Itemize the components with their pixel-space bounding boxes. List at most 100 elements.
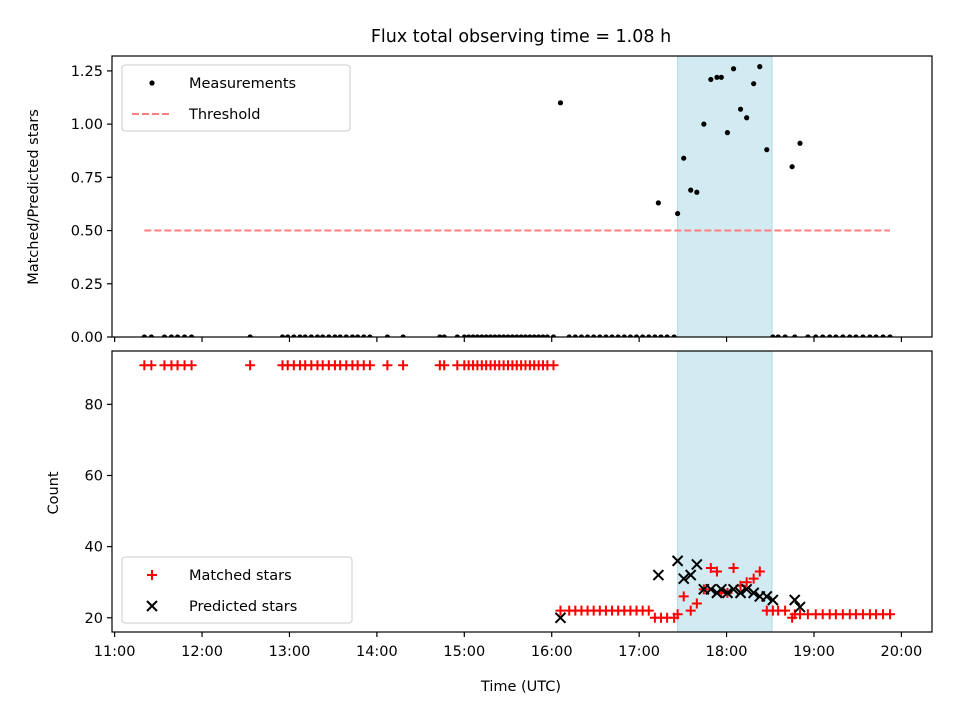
measurement-point: [853, 334, 859, 337]
measurement-point: [652, 334, 658, 337]
measurement-point: [730, 66, 737, 72]
measurement-point: [355, 334, 361, 337]
measurement-point: [291, 334, 297, 337]
measurement-point: [514, 334, 520, 337]
measurement-point: [337, 334, 343, 337]
x-tick-label: 13:00: [269, 644, 311, 660]
matched-stars-point: [548, 360, 559, 371]
plot-area: [141, 64, 893, 337]
measurement-point: [168, 334, 175, 337]
predicted-stars-point: [715, 583, 728, 596]
predicted-stars-point: [761, 590, 773, 603]
measurement-point: [349, 334, 356, 337]
x-tick-label: 11:00: [94, 644, 136, 660]
measurement-point: [633, 334, 640, 337]
measurement-point: [437, 334, 443, 337]
y-tick-label: 0.75: [71, 170, 103, 186]
predicted-stars-point: [794, 601, 806, 613]
x-tick-label: 14:00: [356, 644, 398, 660]
measurement-point: [609, 334, 615, 337]
measurement-point: [675, 210, 681, 217]
measurement-point: [279, 334, 286, 337]
x-tick-label: 12:00: [181, 644, 223, 660]
predicted-stars-point: [554, 612, 567, 624]
measurement-point: [694, 189, 700, 195]
predicted-stars-point: [685, 569, 697, 581]
measurement-point: [797, 140, 803, 146]
matched-stars-point: [691, 598, 702, 609]
legend: Measurements Threshold: [121, 64, 351, 132]
measurement-point: [681, 155, 687, 161]
legend-dot-marker: [149, 80, 155, 86]
measurement-point: [646, 334, 652, 337]
measurement-point: [714, 74, 720, 80]
top-y-axis-label: Matched/Predicted stars: [26, 109, 42, 285]
measurement-point: [302, 334, 308, 337]
predicted-stars-point: [652, 569, 665, 581]
measurement-point: [770, 334, 776, 337]
predicted-stars-point: [705, 583, 717, 596]
chart-title: Flux total observing time = 1.08 h: [371, 27, 671, 47]
measurement-point: [860, 334, 866, 337]
measurement-point: [658, 334, 664, 337]
measurement-point: [148, 334, 154, 337]
measurement-point: [188, 334, 195, 337]
measurement-point: [247, 334, 253, 337]
measurement-point: [441, 334, 447, 337]
predicted-stars-point: [747, 587, 760, 599]
matched-stars-point: [711, 566, 722, 577]
legend-x-marker: [146, 600, 158, 612]
predicted-stars-point: [727, 583, 740, 596]
x-tick-label: 17:00: [618, 644, 660, 660]
measurement-point: [501, 334, 507, 337]
measurement-point: [285, 334, 291, 337]
measurement-point: [775, 334, 781, 337]
predicted-stars-point: [671, 555, 684, 567]
measurement-point: [805, 334, 811, 337]
measurement-point: [640, 334, 646, 337]
matched-stars-point: [754, 566, 765, 577]
measurement-point: [566, 334, 572, 337]
matched-stars-point: [146, 360, 157, 371]
measurement-point: [466, 334, 472, 337]
top-panel-ratio: 0.00 0.25 0.50 0.75 1.00 1.25 Measurements Thre…: [71, 55, 933, 346]
measurement-point: [867, 334, 873, 337]
measurement-point: [655, 200, 661, 206]
y-tick-label: 20: [85, 611, 103, 627]
x-tick-label: 19:00: [793, 644, 835, 660]
measurement-point: [597, 334, 603, 337]
measurement-point: [578, 334, 585, 337]
measurement-point: [343, 334, 349, 337]
measurement-point: [518, 334, 524, 337]
matched-stars-point: [643, 605, 654, 616]
matched-stars-point: [382, 360, 393, 371]
legend-label: Threshold: [188, 107, 260, 123]
x-tick-label: 16:00: [531, 644, 573, 660]
measurement-point: [461, 334, 467, 337]
measurement-point: [454, 334, 460, 337]
y-tick-label: 80: [85, 397, 103, 413]
highlight-span: [677, 55, 773, 338]
legend-label: Measurements: [189, 76, 296, 92]
measurement-point: [664, 334, 670, 337]
predicted-stars-point: [767, 594, 779, 606]
measurement-point: [621, 334, 627, 337]
measurement-point: [887, 334, 893, 337]
measurement-point: [813, 334, 819, 337]
y-tick-label: 60: [85, 468, 103, 484]
measurement-point: [531, 334, 537, 337]
measurement-point: [764, 147, 770, 153]
x-axis-label: Time (UTC): [480, 679, 561, 695]
measurement-point: [737, 106, 744, 112]
measurement-point: [544, 334, 550, 337]
predicted-stars-point: [721, 587, 734, 599]
measurement-point: [470, 334, 476, 337]
predicted-stars-point: [734, 587, 747, 599]
measurement-point: [509, 334, 515, 337]
y-tick-label: 1.25: [71, 64, 103, 80]
measurement-point: [367, 334, 373, 337]
measurement-point: [492, 334, 498, 337]
measurement-point: [671, 334, 677, 337]
matched-stars-point: [741, 577, 752, 588]
